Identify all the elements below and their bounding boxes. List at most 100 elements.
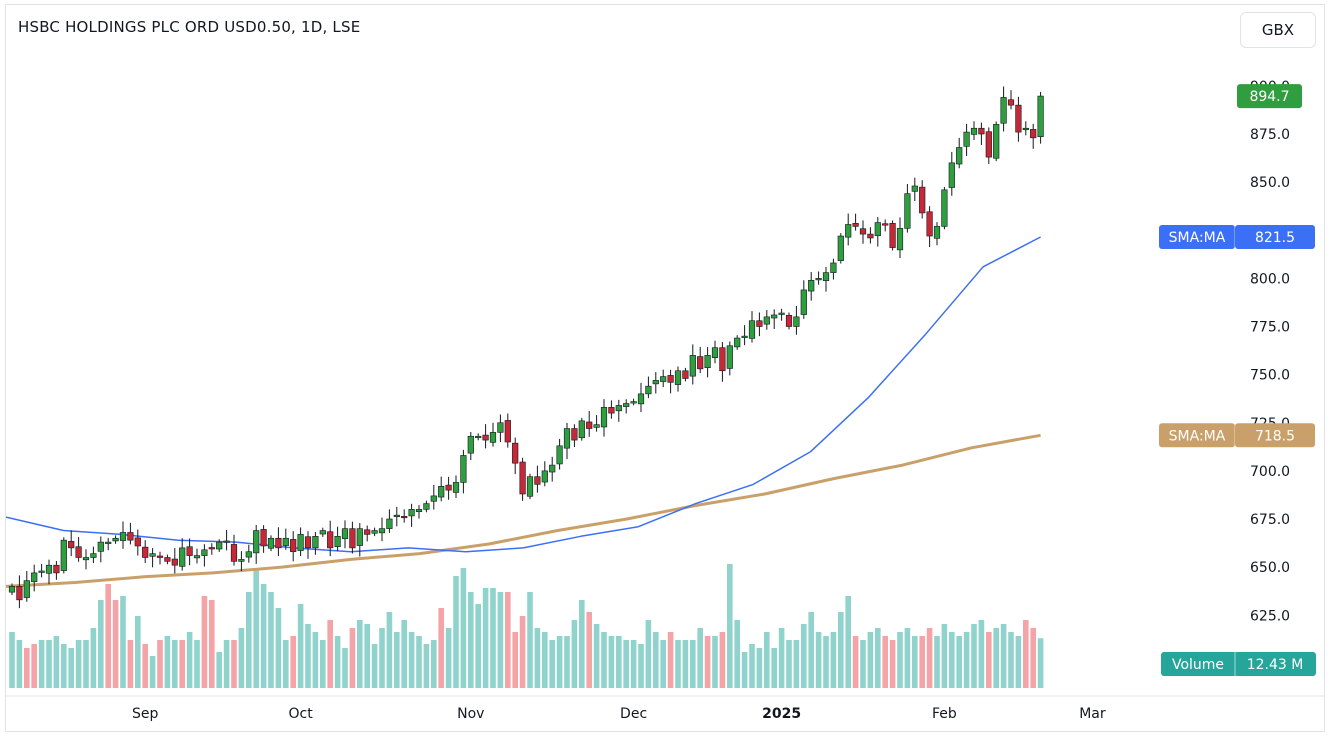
candle: [482, 424, 489, 449]
volume-bar: [1030, 628, 1036, 688]
volume-bar: [482, 588, 489, 688]
candle-body: [793, 316, 800, 327]
volume-bar: [556, 636, 563, 688]
volume-bar: [660, 640, 666, 688]
candle-body: [297, 534, 304, 551]
candle: [415, 505, 423, 519]
candle: [290, 531, 297, 562]
volume-bar: [201, 596, 208, 688]
volume-bar: [445, 628, 452, 688]
volume-bar: [75, 640, 82, 688]
sma-fast-line: [5, 236, 1041, 553]
candle: [31, 564, 38, 592]
volume-bar: [667, 632, 674, 688]
axis-tags: 894.7 SMA:MA 821.5 SMA:MA 718.5 Volume 12.43 M: [1159, 84, 1316, 676]
candle: [156, 551, 164, 565]
candle: [8, 583, 16, 596]
candle: [889, 220, 896, 251]
sma-slow-tag-value-bg: [1235, 423, 1315, 448]
candle: [534, 465, 541, 493]
volume-bar: [24, 648, 30, 688]
candle-body: [615, 405, 622, 412]
volume-bar: [771, 648, 777, 688]
candle: [60, 537, 67, 574]
candle-body: [245, 551, 252, 558]
candle: [615, 399, 622, 422]
candle: [297, 527, 304, 557]
volume-bar: [9, 632, 15, 688]
candle: [985, 127, 992, 165]
candle: [904, 184, 911, 233]
volume-bar: [401, 620, 407, 688]
currency-button[interactable]: GBX: [1240, 12, 1316, 48]
candle: [23, 570, 30, 602]
volume-bar: [1008, 632, 1014, 688]
candle: [993, 121, 1000, 162]
volume-bar: [638, 644, 644, 688]
candle: [948, 151, 955, 196]
volume-bar: [653, 632, 659, 688]
candle: [319, 527, 326, 537]
volume-bar: [690, 640, 696, 688]
volume-bar: [1000, 624, 1007, 688]
volume-bar: [149, 656, 156, 688]
candle: [882, 219, 889, 232]
candle: [378, 517, 386, 542]
volume-bar: [364, 624, 370, 688]
candle: [778, 308, 785, 321]
sma-slow-tag-label: SMA:MA: [1169, 428, 1226, 444]
candle-body: [334, 536, 341, 548]
y-tick-label: 700.0: [1250, 464, 1290, 480]
candle: [711, 340, 719, 364]
volume-bar: [608, 636, 615, 688]
candle-body: [578, 420, 585, 439]
candle-body: [808, 279, 815, 292]
candle: [16, 575, 23, 609]
volume-bar: [238, 628, 245, 688]
volume-bar: [875, 628, 881, 688]
y-tick-label: 675.0: [1250, 512, 1290, 528]
candle: [467, 431, 474, 461]
candle-body: [970, 127, 978, 135]
volume-bar: [645, 620, 652, 688]
volume-bar: [534, 628, 541, 688]
volume-bar: [423, 644, 430, 688]
volume-tag-label: Volume: [1172, 657, 1224, 673]
candle-body: [282, 537, 289, 546]
candle: [341, 520, 349, 549]
volume-bar: [838, 612, 844, 688]
candle: [1037, 91, 1044, 144]
volume-bar: [971, 624, 977, 688]
candle: [504, 413, 511, 448]
volume-bar: [268, 592, 274, 688]
candle: [393, 506, 400, 527]
candle: [859, 220, 867, 244]
volume-bar: [904, 628, 911, 688]
sma-lines: [5, 236, 1041, 588]
candle: [719, 342, 726, 382]
candle-body: [179, 547, 186, 567]
candle: [423, 500, 430, 513]
candle-body: [956, 147, 963, 165]
volume-tag-value: 12.43 M: [1247, 657, 1304, 673]
candle: [756, 312, 763, 337]
candle-body: [689, 355, 696, 377]
candle: [186, 538, 193, 566]
volume-bar: [46, 640, 52, 688]
candle-body: [652, 380, 659, 385]
candle: [171, 548, 178, 574]
volume-bar: [1023, 620, 1029, 688]
candle-body: [290, 539, 297, 553]
candle: [438, 476, 445, 502]
candle: [919, 180, 926, 219]
candle-body: [941, 189, 948, 227]
candle-body: [201, 549, 208, 556]
candle: [1000, 86, 1007, 132]
sma-fast-tag-value-bg: [1235, 224, 1315, 249]
candle: [430, 484, 437, 510]
candle-body: [401, 516, 408, 519]
candle-body: [8, 586, 16, 593]
volume-bar: [601, 632, 607, 688]
candle: [660, 369, 667, 388]
